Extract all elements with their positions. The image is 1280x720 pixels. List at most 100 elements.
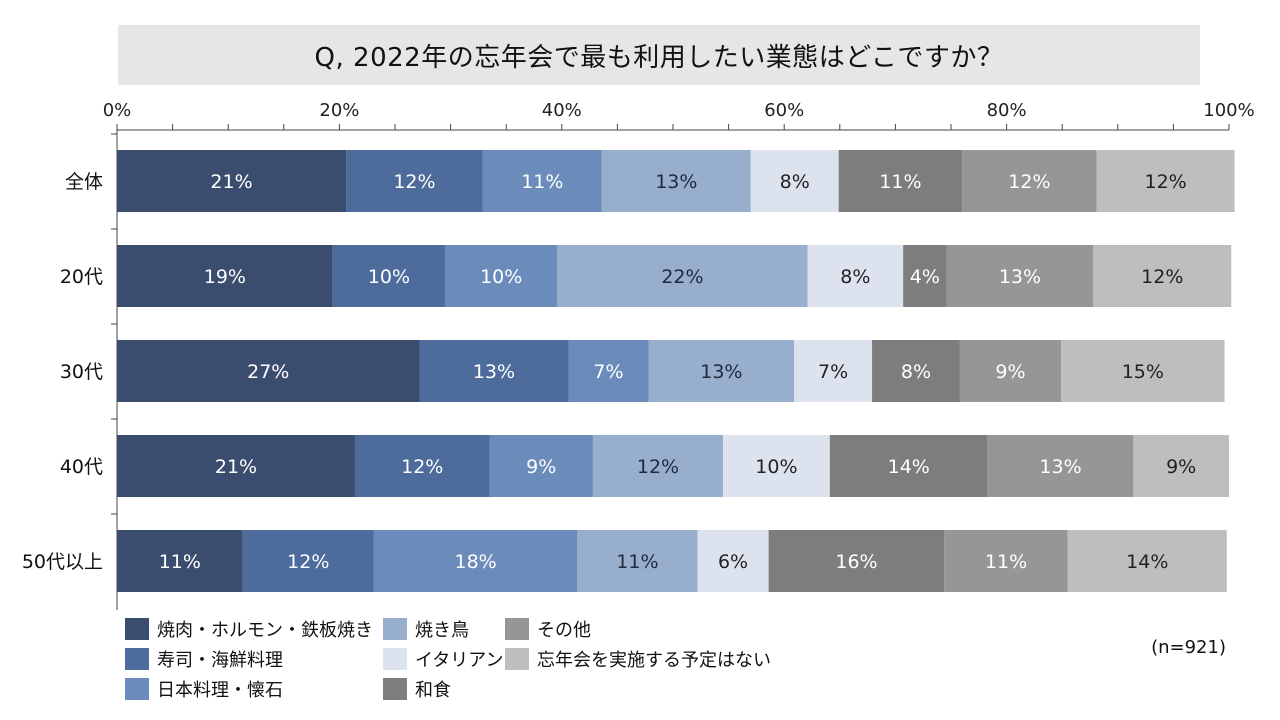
bar-segment	[750, 150, 839, 212]
bar-segment	[557, 245, 808, 307]
data-label: 13%	[1039, 456, 1081, 478]
data-label: 9%	[995, 361, 1025, 383]
legend-label: 焼肉・ホルモン・鉄板焼き	[157, 620, 373, 641]
legend-item: イタリアン	[383, 647, 504, 671]
bar-segment	[807, 245, 904, 307]
legend-item: 日本料理・懐石	[125, 677, 283, 701]
stacked-bar-chart: 0% 20% 40% 60% 80% 100% 全体 21% 12% 11% 13% 8% 11% 12%…	[22, 100, 1255, 610]
data-label: 12%	[287, 551, 329, 573]
category-label: 30代	[60, 361, 103, 383]
bar-segment	[1067, 530, 1227, 592]
data-label: 11%	[159, 551, 201, 573]
data-label: 6%	[718, 551, 748, 573]
category-label: 40代	[60, 456, 103, 478]
data-label: 14%	[1126, 551, 1168, 573]
bar-segment	[838, 150, 963, 212]
bar-segment	[242, 530, 374, 592]
data-label: 8%	[780, 171, 810, 193]
data-label: 22%	[661, 266, 703, 288]
x-tick-label: 100%	[1203, 100, 1254, 121]
legend-swatch	[383, 678, 407, 700]
bar-segment	[944, 530, 1068, 592]
data-label: 7%	[818, 361, 848, 383]
sample-size-note: (n=921)	[1151, 637, 1226, 658]
bar-segment	[872, 340, 960, 402]
legend-item: 寿司・海鮮料理	[125, 647, 283, 671]
bar-segment	[946, 245, 1094, 307]
bar-segment	[117, 530, 243, 592]
data-label: 21%	[215, 456, 257, 478]
category-label: 20代	[60, 266, 103, 288]
data-label: 19%	[204, 266, 246, 288]
bar-segment	[723, 435, 830, 497]
legend-label: 日本料理・懐石	[157, 680, 283, 701]
bar-segment	[697, 530, 769, 592]
data-label: 15%	[1122, 361, 1164, 383]
bar-segment	[346, 150, 483, 212]
data-label: 21%	[210, 171, 252, 193]
legend-item: 和食	[383, 677, 451, 701]
data-label: 11%	[879, 171, 921, 193]
bar-segment	[117, 435, 355, 497]
bar-segment	[354, 435, 490, 497]
legend-label: 忘年会を実施する予定はない	[537, 650, 771, 671]
data-label: 18%	[455, 551, 497, 573]
bar-segment	[829, 435, 988, 497]
data-label: 27%	[247, 361, 289, 383]
legend-swatch	[383, 648, 407, 670]
bar-segment	[959, 340, 1062, 402]
legend-label: イタリアン	[415, 650, 504, 671]
bar-segment	[962, 150, 1097, 212]
legend-swatch	[383, 618, 407, 640]
legend-label: 焼き鳥	[415, 620, 469, 641]
bar-segment	[482, 150, 602, 212]
legend-item: その他	[505, 617, 591, 641]
bar-segment	[601, 150, 751, 212]
data-label: 14%	[888, 456, 930, 478]
bar-segment	[648, 340, 795, 402]
data-label: 9%	[1166, 456, 1196, 478]
legend-item: 焼肉・ホルモン・鉄板焼き	[125, 617, 373, 641]
bar-segment	[794, 340, 873, 402]
bar-segment	[117, 150, 347, 212]
data-label: 10%	[480, 266, 522, 288]
x-tick-label: 40%	[542, 100, 582, 121]
category-label: 50代以上	[22, 551, 103, 573]
data-label: 11%	[985, 551, 1027, 573]
x-tick-label: 0%	[103, 100, 132, 121]
data-label: 12%	[393, 171, 435, 193]
legend-label: 和食	[415, 680, 451, 701]
category-label: 全体	[65, 171, 103, 193]
data-label: 4%	[910, 266, 940, 288]
x-tick-label: 20%	[319, 100, 359, 121]
chart-title: Q, 2022年の忘年会で最も利用したい業態はどこですか？	[314, 42, 1004, 73]
data-label: 8%	[901, 361, 931, 383]
x-tick-label: 60%	[764, 100, 804, 121]
bar-segment	[1133, 435, 1229, 497]
bar-segment	[768, 530, 945, 592]
legend-swatch	[125, 678, 149, 700]
data-label: 7%	[593, 361, 623, 383]
x-tick-label: 80%	[987, 100, 1027, 121]
data-label: 11%	[521, 171, 563, 193]
data-label: 13%	[999, 266, 1041, 288]
legend-swatch	[505, 618, 529, 640]
data-label: 12%	[1144, 171, 1186, 193]
data-label: 9%	[526, 456, 556, 478]
bar-segment	[568, 340, 649, 402]
bar-segment	[117, 340, 420, 402]
bar-segment	[577, 530, 698, 592]
legend-swatch	[505, 648, 529, 670]
data-label: 10%	[368, 266, 410, 288]
data-label: 8%	[840, 266, 870, 288]
data-label: 13%	[655, 171, 697, 193]
bar-segment	[592, 435, 724, 497]
bar-segment	[987, 435, 1134, 497]
legend-swatch	[125, 648, 149, 670]
data-label: 12%	[401, 456, 443, 478]
legend-label: その他	[537, 620, 591, 641]
bar-segment	[489, 435, 593, 497]
bar-segment	[1096, 150, 1235, 212]
data-label: 13%	[473, 361, 515, 383]
bar-segment	[445, 245, 558, 307]
